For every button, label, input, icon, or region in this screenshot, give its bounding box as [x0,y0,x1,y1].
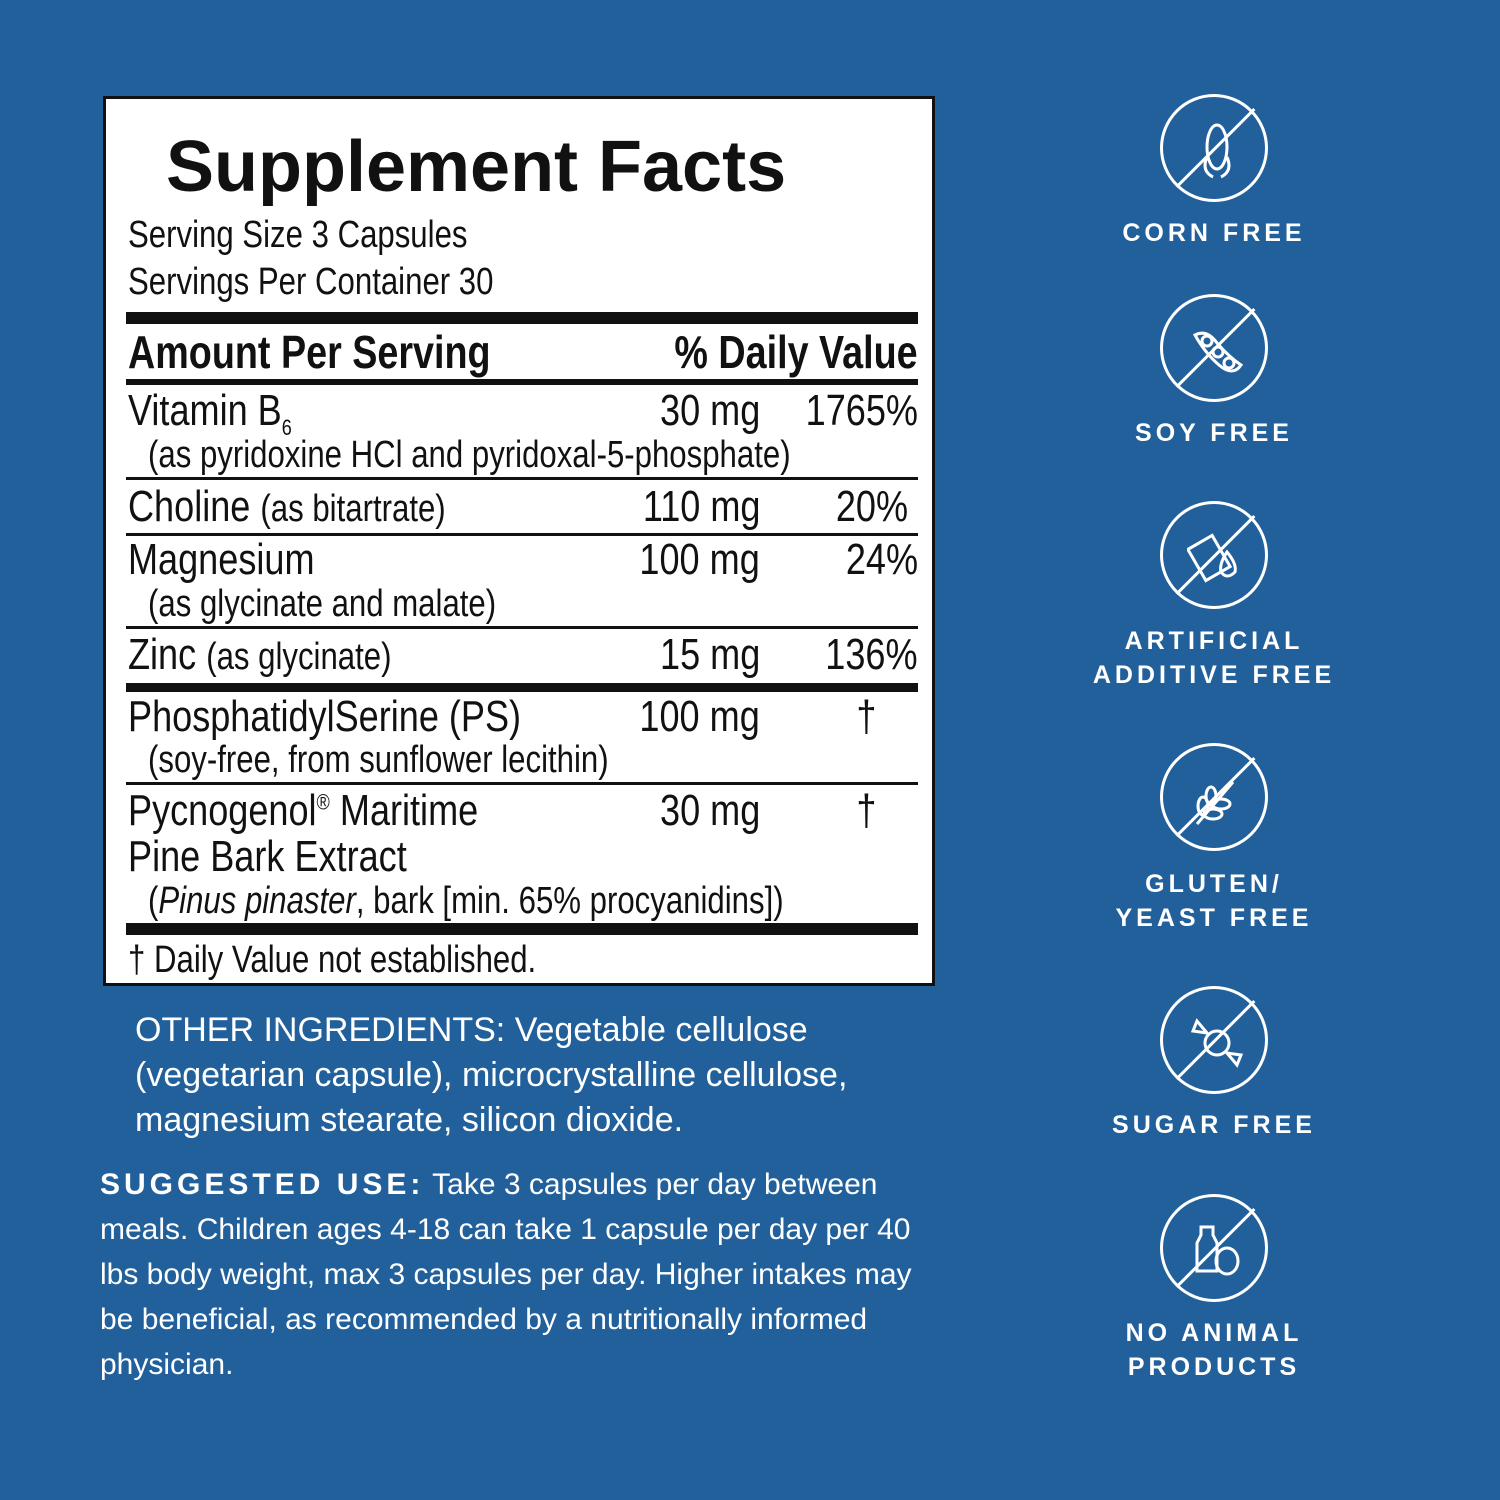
divider [126,683,918,692]
badge-label: SUGAR FREE [1112,1111,1316,1139]
nutrient-name: Vitamin B6 [128,386,292,440]
nutrient-amount: 100 mg [639,692,760,741]
candy-icon [1160,986,1268,1094]
suggested-use: SUGGESTED USE: Take 3 capsules per day b… [100,1168,912,1381]
divider [126,923,918,935]
nutrient-name: Pycnogenol® Maritime [128,786,479,835]
badge-label: NO ANIMAL PRODUCTS [1125,1319,1303,1381]
nutrient-amount: 15 mg [659,630,760,679]
nutrient-detail: (soy-free, from sunflower lecithin) [148,739,609,781]
nutrient-dv: † [855,786,876,835]
divider [126,782,918,785]
nutrient-dv: 20% [835,482,908,531]
nutrient-dv: 24% [845,535,918,584]
supplement-facts-panel: Supplement Facts Serving Size 3 Capsules… [103,96,935,986]
header-amount: Amount Per Serving [128,326,491,378]
divider [126,312,918,324]
badge-label: SOY FREE [1135,419,1293,447]
servings-per-container: Servings Per Container 30 [128,261,494,303]
divider [126,379,918,385]
header-dv: % Daily Value [674,326,918,378]
nutrient-detail: (as glycinate and malate) [148,583,497,625]
divider [126,626,918,629]
badge-label: ARTIFICIAL ADDITIVE FREE [1092,627,1336,689]
additive-icon [1160,501,1268,609]
nutrient-amount: 30 mg [659,786,760,835]
corn-icon [1160,94,1268,202]
nutrient-name: Magnesium [128,535,315,584]
serving-size: Serving Size 3 Capsules [128,214,468,256]
nutrient-name: PhosphatidylSerine (PS) [128,692,522,741]
nutrient-dv: 1765% [805,386,918,435]
footnote: † Daily Value not established. [128,939,537,981]
nutrient-dv: † [855,692,876,741]
milk-egg-icon [1160,1194,1268,1302]
nutrient-detail: (as pyridoxine HCl and pyridoxal-5-phosp… [148,434,791,476]
nutrient-name-line2: Pine Bark Extract [128,832,407,881]
nutrient-name: Choline (as bitartrate) [128,482,446,531]
soybean-icon [1160,294,1268,402]
badge-label: CORN FREE [1122,219,1306,247]
nutrient-dv: 136% [825,630,918,679]
nutrient-name: Zinc (as glycinate) [128,630,392,679]
nutrient-detail: (Pinus pinaster, bark [min. 65% procyani… [148,880,784,922]
badge-label: GLUTEN/YEAST FREE [1115,870,1313,932]
other-ingredients: OTHER INGREDIENTS: Vegetable cellulose (… [135,1011,848,1139]
nutrient-amount: 100 mg [639,535,760,584]
nutrient-amount: 110 mg [642,482,760,531]
divider [126,533,918,536]
facts-title: Supplement Facts [166,127,787,207]
wheat-icon [1160,743,1268,851]
nutrient-amount: 30 mg [659,386,760,435]
divider [126,477,918,480]
